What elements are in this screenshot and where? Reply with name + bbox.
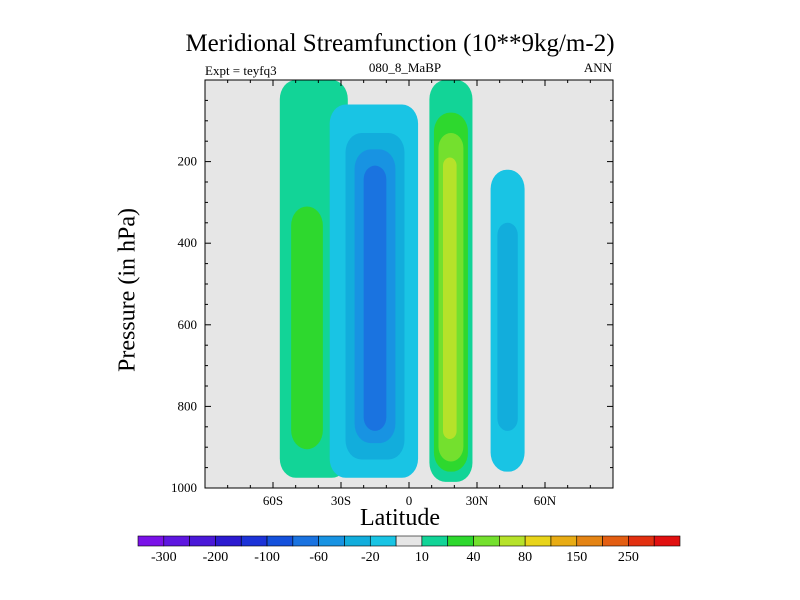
colorbar-box — [344, 535, 371, 547]
x-tick-label: 30N — [466, 493, 489, 508]
region-nh-ferrel-negative-core — [497, 222, 518, 431]
x-axis-label: Latitude — [360, 505, 440, 531]
region-southern-hadley-core — [363, 165, 387, 431]
colorbar: -300 -200 -100 -60 -20 10 40 80 150 250 — [137, 535, 681, 565]
colorbar-box — [473, 535, 500, 547]
colorbar-box — [524, 535, 552, 547]
x-tick-label: 60S — [263, 493, 283, 508]
colorbar-box — [395, 535, 423, 547]
colorbar-box — [628, 535, 655, 547]
colorbar-box — [369, 535, 397, 547]
colorbar-box — [292, 535, 319, 547]
y-tick-label: 800 — [178, 398, 198, 413]
colorbar-box — [266, 535, 294, 547]
colorbar-label: 10 — [415, 550, 429, 565]
colorbar-box — [447, 535, 474, 547]
colorbar-label: -60 — [309, 550, 328, 565]
colorbar-label: 150 — [566, 550, 587, 565]
chart-title: Meridional Streamfunction (10**9kg/m-2) — [185, 30, 615, 57]
season-label: ANN — [583, 60, 612, 75]
y-tick-label: 1000 — [171, 480, 197, 495]
colorbar-label: -300 — [151, 550, 177, 565]
y-tick-label: 200 — [178, 154, 198, 169]
colorbar-box — [137, 535, 165, 547]
colorbar-box — [550, 535, 578, 547]
x-tick-label: 60N — [534, 493, 557, 508]
colorbar-label: -200 — [203, 550, 229, 565]
x-tick-label: 30S — [331, 493, 351, 508]
colorbar-box — [576, 535, 603, 547]
y-tick-label: 600 — [178, 317, 198, 332]
region-sh-polar-positive-core — [291, 206, 323, 450]
colorbar-box — [163, 535, 190, 547]
x-tick-label: 0 — [406, 493, 413, 508]
colorbar-box — [602, 535, 629, 547]
y-tick-label: 400 — [178, 235, 198, 250]
colorbar-label: 250 — [618, 550, 639, 565]
colorbar-label: 40 — [467, 550, 481, 565]
colorbar-box — [421, 535, 449, 547]
axis-ticks: 60S 30S 0 30N 60N 200 400 600 800 1000 — [171, 80, 613, 508]
colorbar-box — [215, 535, 242, 547]
case-label: 080_8_MaBP — [368, 60, 442, 75]
region-northern-hadley-core — [443, 157, 457, 440]
colorbar-label: -20 — [361, 550, 380, 565]
colorbar-label: 80 — [518, 550, 532, 565]
colorbar-label: -100 — [254, 550, 280, 565]
experiment-label: Expt = teyfq3 — [205, 63, 277, 78]
colorbar-box — [189, 535, 216, 547]
colorbar-box — [499, 535, 526, 547]
colorbar-box — [240, 535, 268, 547]
colorbar-box — [653, 535, 681, 547]
contour-regions — [279, 80, 525, 482]
colorbar-box — [318, 535, 345, 547]
